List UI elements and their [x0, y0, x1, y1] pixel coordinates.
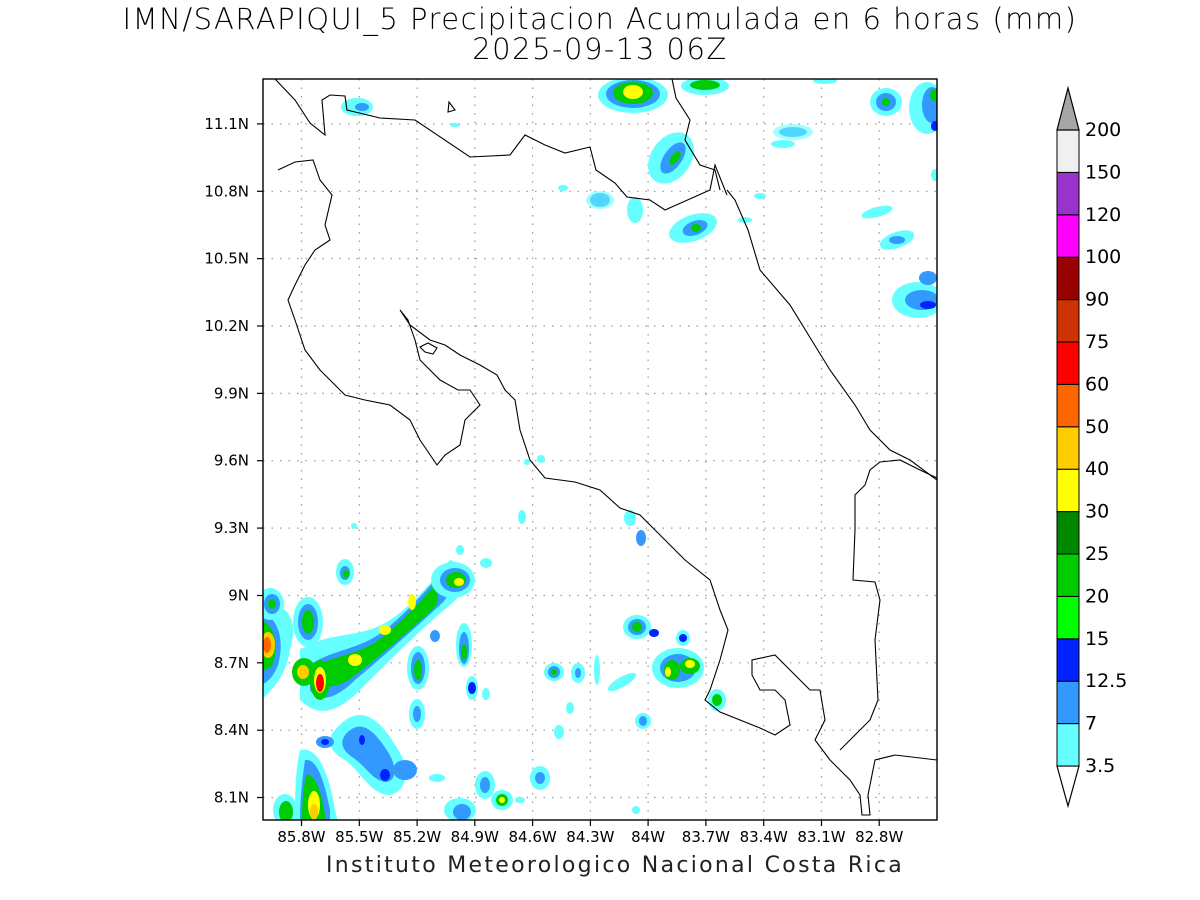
map-frame	[262, 78, 938, 821]
x-tick-label: 84.6W	[508, 828, 556, 846]
colorbar-label: 12.5	[1085, 670, 1127, 692]
colorbar-label: 50	[1085, 416, 1109, 438]
y-tick-label: 8.1N	[214, 789, 249, 807]
colorbar-swatch	[1056, 723, 1080, 767]
y-tick-label: 8.4N	[214, 721, 249, 739]
colorbar-swatch	[1056, 595, 1080, 640]
colorbar-label: 3.5	[1085, 755, 1115, 777]
y-tick-label: 9.9N	[214, 384, 249, 402]
colorbar-swatch	[1056, 680, 1080, 725]
colorbar-label: 100	[1085, 246, 1121, 268]
rain-cell	[892, 271, 937, 318]
colorbar-swatch	[1056, 341, 1080, 385]
x-tick-label: 83.4W	[740, 828, 788, 846]
colorbar-label: 120	[1085, 204, 1121, 226]
latitude-axis: 11.1N 10.8N 10.5N 10.2N 9.9N 9.6N 9.3N 9N 8.7N 8.…	[204, 115, 263, 807]
x-tick-label: 82.8W	[855, 828, 903, 846]
x-tick-label: 85.5W	[335, 828, 383, 846]
rain-cell	[909, 82, 937, 134]
y-tick-label: 9.3N	[214, 519, 249, 537]
x-tick-label: 84W	[631, 828, 665, 846]
colorbar-label: 15	[1085, 628, 1109, 650]
colorbar-swatch	[1056, 638, 1080, 682]
colorbar-swatch	[1056, 214, 1080, 258]
colorbar-over-arrow	[1056, 85, 1080, 131]
colorbar-swatch	[1056, 511, 1080, 555]
colorbar-label: 150	[1085, 161, 1121, 183]
chart-timestamp: 2025-09-13 06Z	[472, 32, 728, 66]
colorbar-label: 30	[1085, 501, 1109, 523]
colorbar-swatch	[1056, 256, 1080, 301]
precipitation-field	[263, 79, 937, 820]
rain-cell	[681, 79, 729, 95]
rain-cell	[431, 562, 475, 598]
colorbar-legend: 3.5 7 12.5 15 20 25 30 40 50 60 75 90 100 120 150 200	[1056, 85, 1127, 809]
colorbar-label: 60	[1085, 373, 1109, 395]
longitude-axis: 85.8W 85.5W 85.2W 84.9W 84.6W 84.3W 84W 83.7W 83…	[277, 820, 903, 846]
x-tick-label: 85.8W	[277, 828, 325, 846]
colorbar-label: 25	[1085, 543, 1109, 565]
rain-cell	[669, 213, 717, 243]
colorbar-swatch	[1056, 171, 1080, 216]
y-tick-label: 10.5N	[204, 250, 249, 268]
rain-cell	[295, 749, 338, 820]
x-tick-label: 83.7W	[682, 828, 730, 846]
colorbar-label: 20	[1085, 585, 1109, 607]
colorbar-swatch	[1056, 553, 1080, 597]
rain-cell	[870, 88, 902, 116]
x-tick-label: 84.3W	[566, 828, 614, 846]
colorbar-swatch	[1056, 468, 1080, 513]
colorbar-swatch	[1056, 299, 1080, 343]
y-tick-label: 10.8N	[204, 182, 249, 200]
rain-cell	[293, 597, 323, 647]
x-tick-label: 84.9W	[451, 828, 499, 846]
rain-cell	[623, 615, 651, 639]
colorbar-label: 40	[1085, 458, 1109, 480]
colorbar-label: 90	[1085, 289, 1109, 311]
colorbar-swatch	[1056, 426, 1080, 470]
rain-cell	[329, 714, 406, 795]
x-tick-label: 85.2W	[393, 828, 441, 846]
colorbar-label: 200	[1085, 119, 1121, 141]
rain-cell	[648, 132, 694, 184]
y-tick-label: 11.1N	[204, 115, 249, 133]
chart-title: IMN/SARAPIQUI_5 Precipitacion Acumulada …	[122, 2, 1078, 36]
y-tick-label: 10.2N	[204, 317, 249, 335]
colorbar-swatch	[1056, 129, 1080, 173]
colorbar-under-arrow	[1056, 765, 1080, 809]
rain-cell	[263, 600, 294, 699]
rain-cell	[598, 79, 668, 113]
colorbar-swatch	[1056, 383, 1080, 428]
coastlines	[274, 79, 937, 816]
map-gridlines	[263, 79, 937, 820]
colorbar-label: 75	[1085, 331, 1109, 353]
colorbar-label: 7	[1085, 713, 1097, 735]
y-tick-label: 8.7N	[214, 654, 249, 672]
rain-cell	[292, 560, 465, 711]
x-tick-label: 83.1W	[797, 828, 845, 846]
y-tick-label: 9N	[228, 587, 249, 605]
footer-credit: Instituto Meteorologico Nacional Costa R…	[325, 853, 905, 878]
y-tick-label: 9.6N	[214, 452, 249, 470]
rain-cell	[652, 648, 704, 688]
